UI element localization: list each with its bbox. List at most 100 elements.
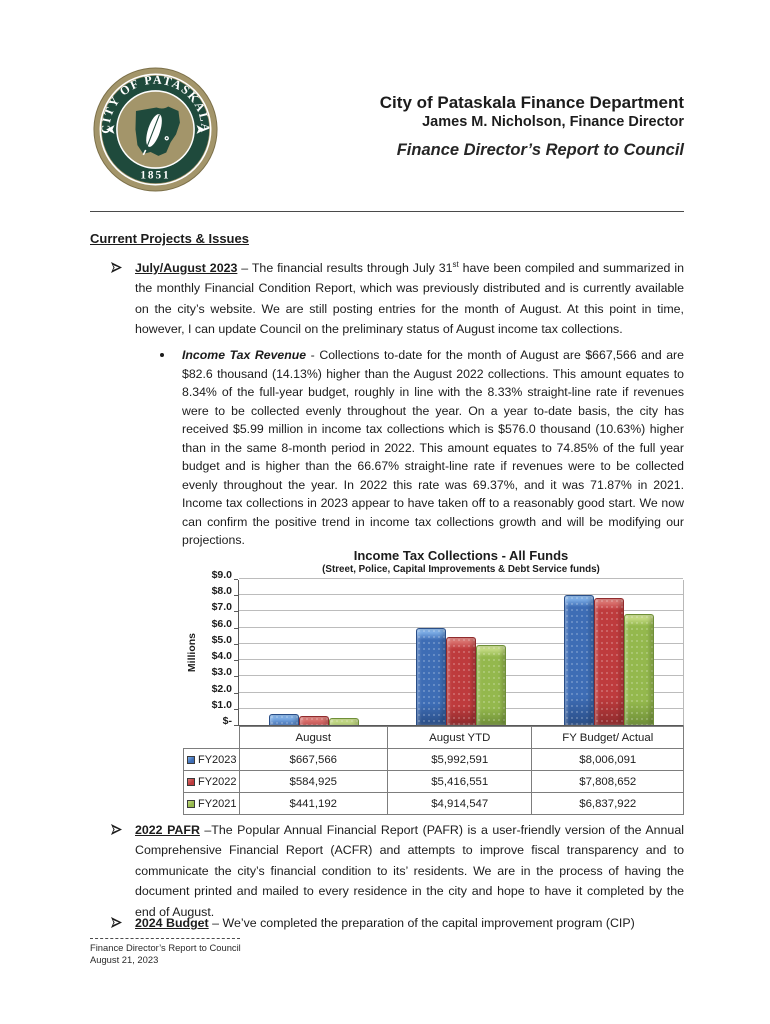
- arrow-bullet-icon: [111, 824, 123, 835]
- footer-report-title: Finance Director’s Report to Council: [90, 942, 241, 953]
- footer-date: August 21, 2023: [90, 953, 159, 965]
- bullet-income-tax: Income Tax Revenue - Collections to-date…: [90, 346, 684, 550]
- y-tick-label: $2.0: [211, 682, 232, 695]
- table-legend-cell: FY2022: [183, 770, 240, 793]
- table-value-cell: $5,416,551: [386, 770, 533, 793]
- y-tick-mark: [234, 611, 238, 613]
- y-tick-label: $8.0: [211, 585, 232, 598]
- table-value-cell: $6,837,922: [531, 792, 684, 815]
- bullet-budget-text: 2024 Budget – We’ve completed the prepar…: [135, 913, 684, 933]
- bullet-body: The Popular Annual Financial Report (PAF…: [135, 823, 684, 919]
- y-tick-label: $1.0: [211, 698, 232, 711]
- y-tick-mark: [234, 595, 238, 597]
- bullet-dash: –: [237, 261, 252, 275]
- table-value-cell: $5,992,591: [386, 748, 533, 771]
- gridline: [239, 594, 683, 596]
- table-row-FY2021: FY2021 $441,192 $4,914,547 $6,837,922: [183, 792, 684, 815]
- table-category-header: August YTD: [386, 726, 533, 749]
- y-tick-mark: [234, 725, 238, 726]
- bullet-body: Collections to-date for the month of Aug…: [182, 348, 684, 547]
- seal-left-arrow-icon: [106, 125, 115, 134]
- y-tick-label: $3.0: [211, 666, 232, 679]
- bullet-budget: 2024 Budget – We’ve completed the prepar…: [90, 913, 684, 933]
- table-value-cell: $667,566: [238, 748, 388, 771]
- table-value-cell: $8,006,091: [531, 748, 684, 771]
- table-value-cell: $4,914,547: [386, 792, 533, 815]
- y-tick-mark: [234, 708, 238, 710]
- seal-year-text: 1851: [140, 169, 170, 181]
- y-tick-mark: [234, 676, 238, 678]
- arrow-bullet-icon: [111, 262, 123, 273]
- bullet-income-tax-text: Income Tax Revenue - Collections to-date…: [182, 346, 684, 550]
- bullet-label: Income Tax Revenue: [182, 348, 307, 362]
- table-value-cell: $7,808,652: [531, 770, 684, 793]
- y-tick-label: $-: [222, 715, 232, 727]
- table-value-cell: $584,925: [238, 770, 388, 793]
- chart-title: Income Tax Collections - All Funds: [353, 548, 569, 563]
- chart-plot-row: Millions $- $1.0 $2.0 $3.0 $4.0 $5.0 $6.0 $7.0 $…: [183, 569, 684, 727]
- gridline: [239, 610, 683, 612]
- page-footer: Finance Director’s Report to Council Aug…: [90, 938, 241, 965]
- bullet-body-cont: have been compiled and summarized in the…: [135, 261, 684, 337]
- chart-data-table: August August YTD FY Budget/ Actual FY2023 $…: [183, 726, 684, 815]
- y-axis-ticks: $- $1.0 $2.0 $3.0 $4.0 $5.0 $6.0 $7.0 $8.0 $9.0: [201, 569, 238, 727]
- y-tick-label: $5.0: [211, 633, 232, 646]
- city-seal-logo: CITY OF PATASKALA 1851: [93, 67, 218, 192]
- seal-feather-icon: [142, 114, 169, 156]
- bar-FY2022-fy-budget-actual: [594, 598, 624, 725]
- y-tick-label: $4.0: [211, 650, 232, 663]
- section-heading: Current Projects & Issues: [90, 231, 249, 246]
- bullet-body: We’ve completed the preparation of the c…: [222, 916, 635, 930]
- bullet-july-august-text: July/August 2023 – The financial results…: [135, 258, 684, 340]
- gridline: [239, 578, 683, 579]
- y-tick-label: $6.0: [211, 617, 232, 630]
- bullet-label: 2024 Budget: [135, 916, 209, 930]
- y-tick-mark: [234, 627, 238, 629]
- bar-FY2023-august-ytd: [415, 627, 446, 725]
- legend-label: FY2023: [198, 753, 237, 766]
- seal-right-arrow-icon: [196, 125, 205, 134]
- table-category-header: FY Budget/ Actual: [531, 726, 684, 749]
- bullet-dash: -: [306, 348, 320, 362]
- footer-divider: [90, 938, 240, 939]
- bullet-body: The financial results through July 31: [251, 261, 453, 275]
- bar-FY2022-august: [298, 715, 329, 725]
- y-tick-label: $9.0: [211, 569, 232, 581]
- income-tax-chart: Income Tax Collections - All Funds (Stre…: [183, 548, 684, 815]
- legend-key-FY2021: [187, 799, 195, 808]
- bar-FY2022-august-ytd: [445, 637, 476, 725]
- document-header: City of Pataskala Finance Department Jam…: [380, 92, 684, 161]
- bullet-july-august: July/August 2023 – The financial results…: [90, 258, 684, 340]
- gridline: [239, 626, 683, 628]
- bar-FY2021-august: [328, 717, 359, 725]
- legend-label: FY2021: [198, 797, 237, 810]
- table-legend-cell: FY2021: [183, 792, 240, 815]
- bar-FY2021-august-ytd: [475, 645, 506, 725]
- legend-label: FY2022: [198, 775, 237, 788]
- table-value-cell: $441,192: [238, 792, 388, 815]
- table-category-header: August: [238, 726, 388, 749]
- report-title: Finance Director’s Report to Council: [396, 141, 684, 160]
- y-tick-mark: [234, 643, 238, 645]
- table-corner-cell: [184, 727, 240, 749]
- plot-area: [238, 578, 684, 726]
- bullet-dash: –: [208, 916, 223, 930]
- y-tick-mark: [234, 692, 238, 694]
- bullet-pafr: 2022 PAFR –The Popular Annual Financial …: [90, 820, 684, 922]
- dot-bullet-icon: [160, 353, 164, 357]
- bullet-dash: –: [199, 823, 212, 837]
- legend-key-FY2023: [187, 755, 195, 764]
- header-divider: [90, 211, 684, 212]
- superscript-st: st: [452, 259, 459, 269]
- table-row-FY2022: FY2022 $584,925 $5,416,551 $7,808,652: [183, 770, 684, 793]
- y-tick-label: $7.0: [211, 601, 232, 614]
- chart-subtitle: (Street, Police, Capital Improvements & …: [322, 564, 600, 575]
- bar-FY2023-fy-budget-actual: [564, 595, 594, 725]
- bullet-label: 2022 PAFR: [135, 823, 200, 837]
- y-tick-mark: [234, 660, 238, 662]
- bar-FY2023-august: [268, 714, 299, 725]
- director-name: James M. Nicholson, Finance Director: [422, 114, 684, 131]
- org-name: City of Pataskala Finance Department: [379, 93, 684, 112]
- y-axis-label: Millions: [186, 633, 198, 673]
